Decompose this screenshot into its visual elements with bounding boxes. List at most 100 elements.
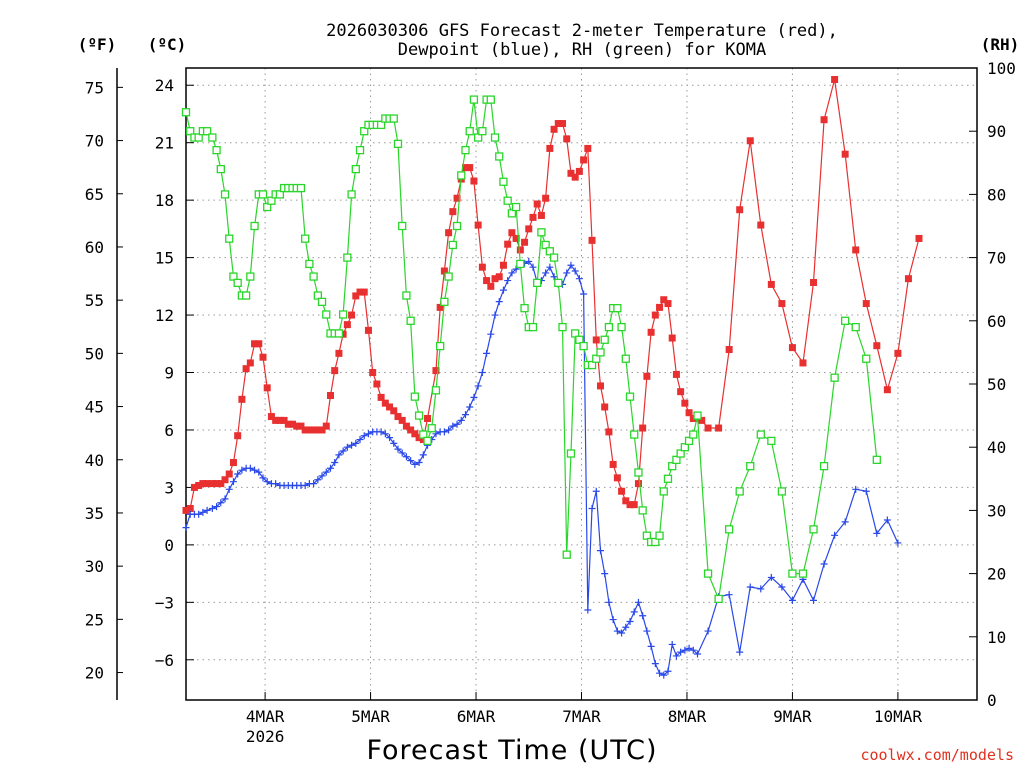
dewpoint-point: [725, 591, 733, 599]
temperature-point: [331, 367, 339, 375]
temperature-point: [799, 359, 807, 367]
dewpoint-point: [390, 439, 398, 447]
dewpoint-point: [660, 671, 668, 679]
temperature-point: [596, 382, 604, 390]
rh-point: [558, 322, 567, 332]
dewpoint-point: [225, 485, 233, 493]
celsius-unit-label: (ºC): [148, 35, 187, 54]
rh-point: [301, 234, 310, 243]
temperature-point: [862, 300, 870, 308]
temperature-point: [242, 365, 250, 373]
dewpoint-point: [419, 451, 427, 459]
dewpoint-point: [318, 472, 326, 480]
rh-point: [638, 506, 647, 515]
rh-point: [571, 329, 580, 338]
temperature-point: [251, 340, 259, 348]
temperature-point: [512, 234, 520, 242]
temperature-point: [698, 416, 706, 424]
temperature-point: [440, 267, 448, 275]
temperature-point: [656, 303, 664, 311]
temperature-point: [272, 416, 280, 424]
temperature-point: [601, 403, 609, 411]
fahrenheit-tick-label: 50: [85, 344, 104, 363]
series-dewpoint: [182, 257, 902, 679]
rh-point: [355, 146, 365, 155]
rh-point: [351, 164, 360, 174]
temperature-point: [199, 480, 207, 488]
rh-tick-label: 20: [987, 565, 1006, 584]
rh-point: [537, 228, 546, 237]
dewpoint-point: [322, 468, 330, 476]
temperature-point: [681, 399, 689, 407]
temperature-point: [213, 480, 221, 488]
rh-point: [541, 240, 550, 250]
dewpoint-point: [326, 464, 334, 472]
dewpoint-point: [656, 669, 664, 677]
temperature-point: [685, 409, 693, 417]
celsius-tick-label: 3: [164, 478, 174, 497]
time-tick-label: 8MAR: [668, 707, 707, 726]
rh-point: [549, 253, 559, 262]
temperature-point: [221, 476, 229, 484]
dewpoint-point: [499, 286, 507, 294]
temperature-point: [326, 391, 334, 399]
x-axis-label: Forecast Time (UTC): [366, 735, 657, 766]
rh-point: [663, 474, 673, 483]
dewpoint-point: [685, 644, 693, 652]
temperature-point: [567, 169, 575, 177]
rh-point: [208, 133, 217, 142]
temperature-point: [746, 137, 754, 145]
rh-point: [465, 127, 474, 136]
fahrenheit-tick-label: 30: [85, 557, 104, 576]
rh-point: [579, 341, 588, 351]
temperature-point: [474, 221, 482, 229]
time-tick-label: 7MAR: [562, 707, 601, 726]
temperature-point: [402, 422, 410, 430]
dewpoint-point: [453, 420, 461, 428]
temperature-point: [626, 501, 634, 509]
rh-point: [296, 183, 306, 193]
rh-point: [343, 253, 352, 262]
rh-point: [613, 304, 622, 313]
rh-point: [452, 221, 462, 231]
temperature-point: [521, 238, 529, 246]
rh-point: [862, 354, 871, 363]
temperature-point: [335, 349, 343, 357]
rh-point: [250, 221, 259, 231]
temperature-point: [660, 296, 668, 304]
rh-point: [440, 297, 449, 306]
temperature-point: [301, 426, 309, 434]
rh-point: [225, 234, 234, 243]
temperature-point: [841, 150, 849, 158]
rh-unit-label: (RH): [981, 35, 1020, 54]
dewpoint-point: [377, 428, 385, 436]
dewpoint-point: [398, 449, 406, 457]
rh-point: [410, 392, 420, 401]
rh-point: [575, 335, 584, 344]
dewpoint-point: [445, 426, 453, 434]
rh-tick-label: 80: [987, 185, 1006, 204]
temperature-point: [873, 342, 881, 350]
temperature-point: [449, 208, 457, 216]
rh-point: [746, 462, 755, 471]
fahrenheit-axis: 20 25 30 35 40 45 50 55 60 65 70 75: [85, 68, 123, 700]
rh-point: [562, 550, 571, 559]
temperature-point: [689, 414, 697, 422]
rh-point: [798, 569, 808, 578]
dewpoint-point: [272, 480, 280, 488]
temperature-point: [238, 395, 246, 403]
temperature-point: [504, 240, 512, 248]
temperature-point: [229, 459, 237, 467]
temperature-point: [373, 380, 381, 388]
temperature-point: [339, 330, 347, 338]
rh-point: [528, 322, 538, 332]
rh-point: [389, 114, 398, 123]
temperature-point: [310, 426, 318, 434]
dewpoint-point: [571, 267, 579, 275]
temperature-point: [246, 359, 254, 367]
rh-tick-label: 60: [987, 312, 1006, 331]
rh-point: [545, 247, 555, 256]
temperature-point: [554, 120, 562, 128]
dewpoint-point: [251, 466, 259, 474]
rh-point: [841, 316, 850, 325]
